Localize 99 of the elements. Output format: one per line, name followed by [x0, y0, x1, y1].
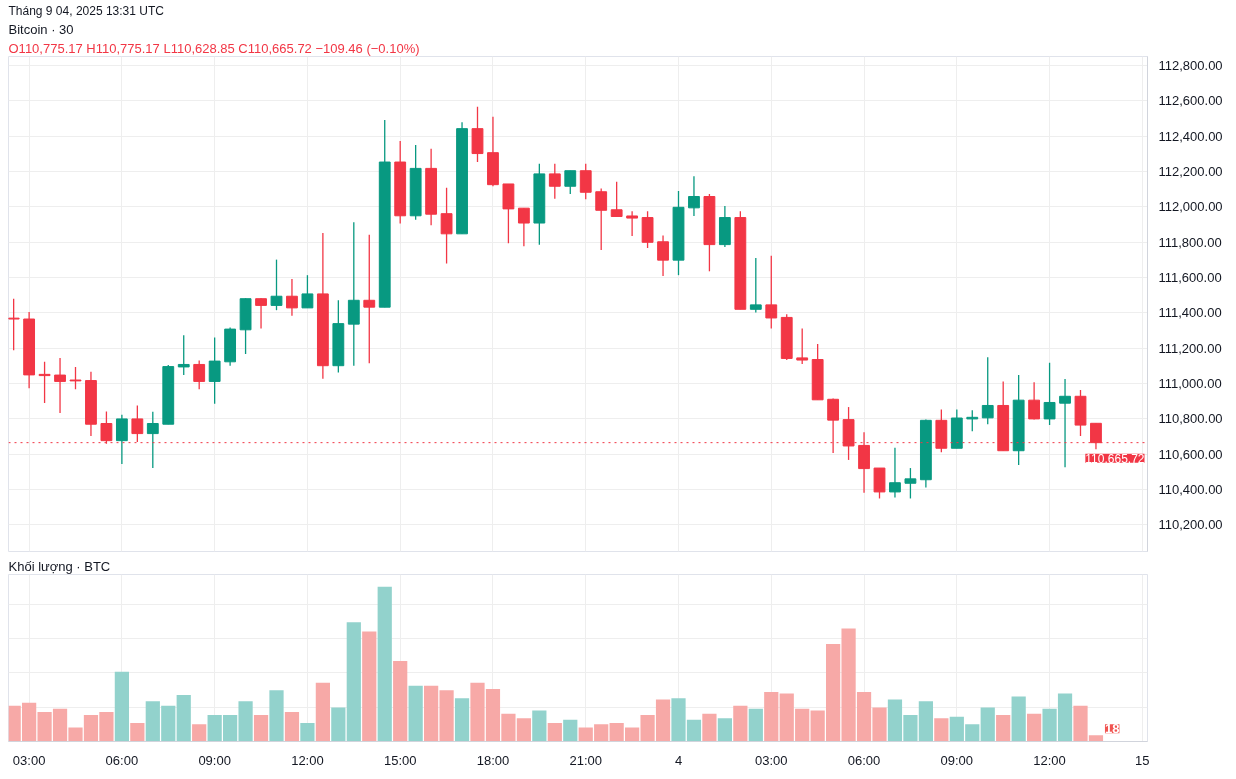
y-tick-label: 110,800.00: [1158, 411, 1223, 427]
y-tick-label: 112,000.00: [1158, 199, 1223, 215]
y-tick-label: 111,800.00: [1158, 234, 1222, 250]
y-tick-label: 110,600.00: [1158, 446, 1223, 462]
bar: [130, 722, 145, 742]
bar: [1011, 696, 1026, 742]
bar: [996, 715, 1011, 742]
bar: [253, 715, 269, 742]
candlestick: [564, 170, 577, 195]
candlestick: [69, 366, 82, 390]
bar: [346, 622, 361, 742]
candlestick: [610, 181, 623, 218]
candlestick: [981, 356, 994, 425]
bar: [454, 698, 470, 742]
x-tick-label: 06:00: [847, 752, 881, 768]
y-tick-label: 111,200.00: [1158, 340, 1222, 356]
bar: [934, 718, 949, 742]
chart-subtitle: Khối lượng · BTC: [8, 558, 111, 574]
candlestick: [8, 298, 20, 351]
candlestick: [208, 336, 221, 405]
y-tick-label: 112,200.00: [1158, 163, 1223, 179]
data-label: 18: [1104, 721, 1120, 737]
candlestick: [966, 409, 979, 432]
x-tick-label: 21:00: [569, 752, 603, 768]
bar: [315, 682, 330, 742]
candlestick: [1043, 362, 1056, 426]
x-tick-label: 15:00: [383, 752, 417, 768]
x-tick-label: 18:00: [476, 752, 510, 768]
x-tick-label: 06:00: [105, 752, 139, 768]
bar: [748, 708, 763, 742]
y-tick-label: 112,800.00: [1158, 57, 1223, 73]
x-tick-label: 03:00: [755, 752, 788, 768]
candlestick: [796, 327, 809, 365]
bar: [393, 661, 408, 742]
y-tick-label: 112,400.00: [1158, 128, 1223, 144]
bar: [408, 685, 423, 742]
candlestick: [749, 257, 762, 314]
candlestick: [657, 234, 669, 277]
candlestick: [301, 274, 314, 309]
candlestick: [1059, 378, 1071, 468]
candlestick: [131, 404, 144, 443]
candlestick: [363, 234, 376, 364]
bar: [702, 713, 717, 742]
candlestick: [270, 258, 283, 311]
y-tick-label: 111,400.00: [1158, 305, 1222, 321]
bar: [284, 711, 300, 742]
y-tick-label: 110,200.00: [1158, 517, 1223, 533]
candlestick: [1028, 381, 1041, 421]
bar: [1027, 713, 1042, 742]
chart-title: Bitcoin · 30: [8, 21, 74, 37]
candlestick: [595, 187, 608, 251]
bar: [377, 586, 392, 742]
candlestick: [548, 162, 561, 200]
candlestick: [579, 162, 592, 200]
candlestick: [688, 175, 700, 217]
bar: [362, 631, 377, 742]
candlestick: [889, 447, 901, 499]
bar: [192, 724, 207, 742]
y-tick-label: 111,600.00: [1158, 269, 1222, 285]
bar: [114, 671, 129, 742]
ref-line-label: 110,665.72: [1085, 451, 1145, 466]
candlestick: [193, 359, 206, 390]
bar: [717, 718, 732, 742]
candlestick: [517, 207, 530, 248]
bar: [764, 692, 779, 742]
y-tick-label: 112,600.00: [1158, 93, 1223, 109]
candlestick: [115, 414, 128, 465]
candlestick: [177, 334, 190, 376]
x-tick-label: 09:00: [198, 752, 231, 768]
candlestick: [765, 255, 778, 330]
x-tick-label: 03:00: [12, 752, 46, 768]
candlestick: [873, 467, 886, 500]
text: Tháng 9 04, 2025 13:31 UTC: [8, 3, 165, 18]
bar: [300, 722, 315, 742]
bar: [269, 690, 284, 742]
y-tick-label: 111,000.00: [1158, 376, 1222, 392]
chart-subtitle: O110,775.17 H110,775.17 L110,628.85 C110,665.72 −109.46 (−0.10%): [8, 40, 420, 56]
x-tick-label: 15: [1135, 752, 1150, 768]
candlestick: [904, 467, 917, 500]
bar: [176, 695, 191, 742]
candlestick: [38, 361, 51, 404]
bar: [331, 707, 346, 742]
bar: [733, 705, 748, 742]
bar: [563, 719, 578, 742]
candlestick: [54, 357, 66, 414]
x-tick-label: 12:00: [291, 752, 324, 768]
y-tick-label: 110,400.00: [1158, 482, 1223, 498]
candlestick: [146, 411, 159, 469]
candlestick: [347, 221, 360, 367]
candlestick: [440, 187, 453, 265]
x-tick-label: 09:00: [940, 752, 974, 768]
x-tick-label: 4: [674, 752, 683, 768]
candlestick: [286, 278, 298, 317]
x-tick-label: 12:00: [1033, 752, 1066, 768]
bar: [532, 710, 547, 742]
candlestick: [626, 210, 639, 237]
bar: [547, 722, 562, 742]
bar: [980, 707, 995, 742]
candlestick: [255, 297, 267, 330]
